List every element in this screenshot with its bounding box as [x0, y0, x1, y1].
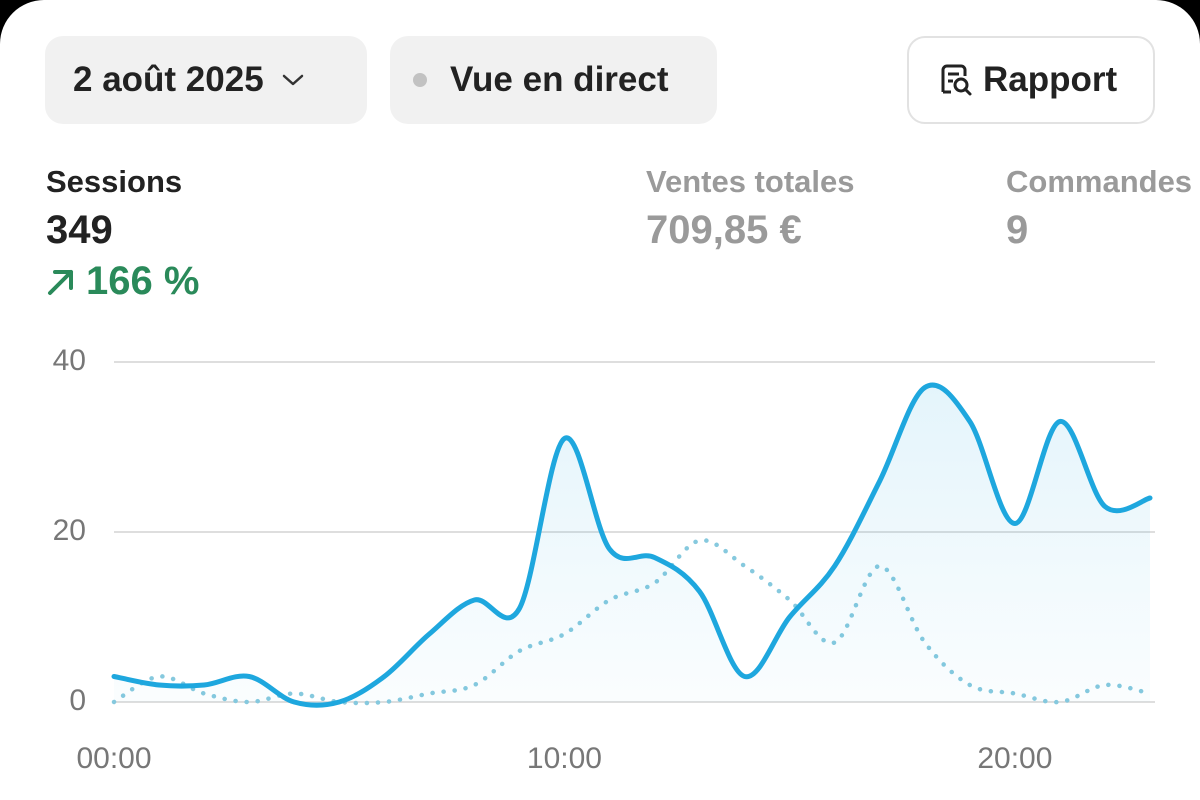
- metric-value: 9: [1006, 208, 1029, 252]
- live-button[interactable]: Vue en direct: [390, 36, 717, 124]
- x-tick-label: 10:00: [527, 742, 602, 775]
- y-tick-label: 20: [53, 514, 86, 547]
- change-text: 166 %: [86, 259, 200, 303]
- y-tick-label: 40: [53, 344, 86, 377]
- metric-label: Ventes totales: [646, 164, 855, 199]
- metric-value: 709,85 €: [646, 208, 802, 252]
- date-button[interactable]: 2 août 2025: [45, 36, 367, 124]
- metric-value: 349: [46, 208, 113, 252]
- series-area: [114, 384, 1150, 706]
- report-icon: [941, 64, 972, 96]
- report-text: Rapport: [983, 60, 1118, 99]
- report-button[interactable]: Rapport: [907, 36, 1155, 124]
- status-dot: [413, 73, 427, 87]
- series-line: [111, 382, 1153, 708]
- metric-orders[interactable]: Commandes 9: [1006, 164, 1192, 253]
- metric-label: Commandes: [1006, 164, 1193, 199]
- live-text: Vue en direct: [450, 60, 669, 99]
- chevron-icon: [282, 74, 303, 86]
- metric-label: Sessions: [46, 164, 183, 199]
- chart: 0 20 40 00:00 10:00 20:00: [53, 344, 1155, 775]
- date-text: 2 août 2025: [73, 60, 264, 99]
- metric-sessions[interactable]: Sessions 349 166 %: [46, 164, 199, 304]
- metric-sales[interactable]: Ventes totales 709,85 €: [646, 164, 854, 253]
- x-tick-label: 20:00: [977, 742, 1052, 775]
- y-tick-label: 0: [69, 684, 86, 717]
- metric-change: 166 %: [46, 259, 199, 304]
- x-tick-label: 00:00: [76, 742, 151, 775]
- up-arrow-icon: [48, 269, 73, 295]
